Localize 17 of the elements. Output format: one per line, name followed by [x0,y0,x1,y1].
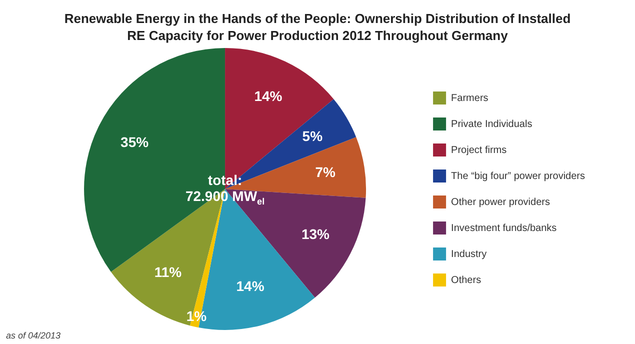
data-label: 13% [301,226,330,242]
chart-title: Renewable Energy in the Hands of the People: Ownership Distribution of Installed RE Capacity for Power Production 2012 Throughout Germany [63,10,572,45]
legend-label: Project firms [451,144,507,156]
data-label: 5% [302,128,324,144]
legend-label: Investment funds/banks [451,222,557,234]
data-label: 11% [154,264,182,280]
data-label: 14% [236,278,265,294]
data-label: 14% [254,88,283,104]
legend-label: The “big four” power providers [451,170,586,182]
text: as of 04/2013 [6,330,61,340]
legend-label: Private Individuals [451,118,532,130]
legend-label: Farmers [451,92,488,104]
data-label: 35% [120,134,150,150]
legend-label: Others [451,274,482,286]
data-label: 7% [315,164,336,180]
legend-label: Industry [451,248,487,260]
legend-label: Other power providers [451,196,550,208]
